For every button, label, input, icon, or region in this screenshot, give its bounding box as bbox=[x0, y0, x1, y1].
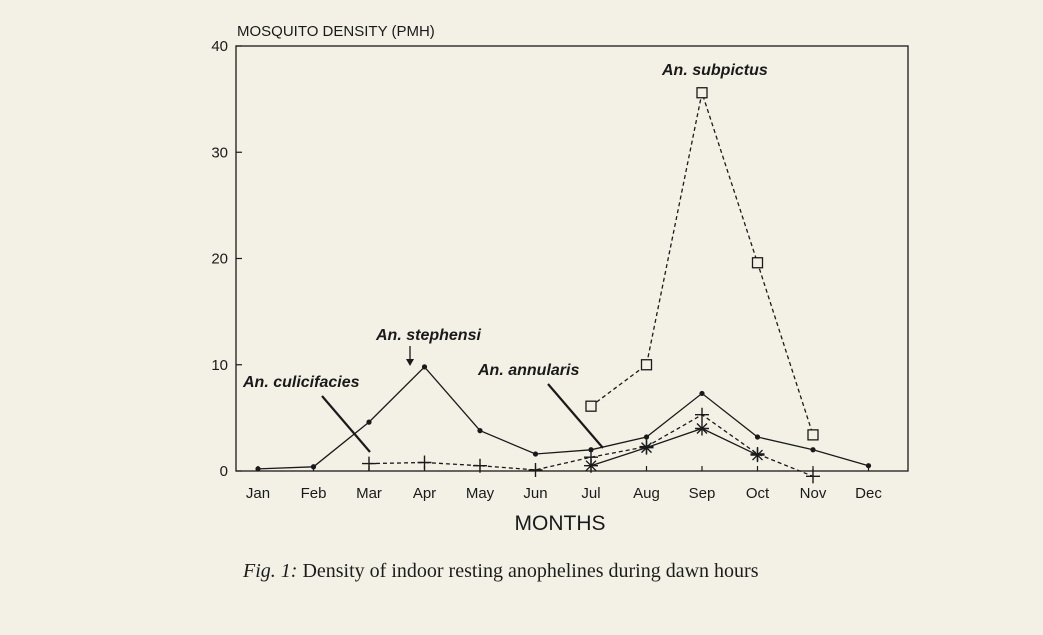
x-tick-label-feb: Feb bbox=[301, 485, 327, 502]
data-point-an-stephensi-apr bbox=[421, 364, 428, 370]
data-point-an-stephensi-oct bbox=[754, 434, 761, 440]
data-point-an-stephensi-jul bbox=[588, 447, 594, 453]
pointer-an-annularis bbox=[547, 383, 604, 449]
x-tick-label-aug: Aug bbox=[633, 485, 660, 502]
plot-frame bbox=[235, 45, 909, 472]
x-tick-label-may: May bbox=[466, 485, 495, 502]
data-point-an-stephensi-jun bbox=[532, 451, 539, 457]
data-point-an-culicifacies-apr bbox=[417, 455, 432, 470]
x-tick-label-jul: Jul bbox=[581, 485, 600, 502]
series-line-an-stephensi bbox=[257, 365, 869, 470]
series-line-an-annularis bbox=[590, 427, 758, 467]
figure-caption: Fig. 1: Density of indoor resting anophe… bbox=[243, 560, 758, 583]
y-tick-label: 10 bbox=[211, 357, 228, 374]
data-point-an-stephensi-jan bbox=[255, 466, 261, 472]
data-point-an-stephensi-nov bbox=[810, 447, 816, 453]
data-point-an-culicifacies-mar bbox=[362, 456, 376, 471]
data-point-an-stephensi-may bbox=[477, 428, 483, 434]
x-tick-label-mar: Mar bbox=[356, 485, 382, 502]
data-point-an-culicifacies-nov bbox=[806, 469, 820, 484]
annotation-an-subpictus: An. subpictus bbox=[661, 62, 768, 79]
figure-label: Fig. 1: bbox=[243, 560, 298, 582]
y-tick-label: 20 bbox=[211, 251, 228, 268]
data-point-an-subpictus-nov bbox=[807, 429, 819, 441]
data-point-an-annularis-jul bbox=[584, 458, 598, 473]
arrowhead-an-stephensi bbox=[406, 359, 414, 366]
data-point-an-annularis-aug bbox=[639, 440, 654, 455]
y-tick-label: 30 bbox=[211, 144, 228, 161]
data-point-an-subpictus-jul bbox=[585, 400, 597, 412]
x-tick-label-oct: Oct bbox=[746, 485, 770, 502]
x-tick-label-sep: Sep bbox=[689, 485, 716, 502]
data-point-an-subpictus-sep bbox=[696, 87, 708, 99]
data-point-an-annularis-sep bbox=[695, 421, 709, 436]
caption-text: Density of indoor resting anophelines du… bbox=[302, 560, 759, 582]
data-point-an-stephensi-mar bbox=[366, 419, 372, 425]
x-tick-label-nov: Nov bbox=[800, 485, 827, 502]
x-tick-label-jan: Jan bbox=[246, 485, 270, 502]
x-axis-title: MONTHS bbox=[515, 512, 606, 535]
series-line-an-subpictus bbox=[590, 90, 814, 436]
data-point-an-culicifacies-sep bbox=[695, 407, 709, 422]
x-tick-label-dec: Dec bbox=[855, 485, 882, 502]
line-chart: 0 10 20 30 40 Jan Feb Mar Apr May Jun Jul Aug Sep Oct N… bbox=[211, 23, 909, 535]
annotation-an-annularis: An. annularis bbox=[477, 362, 579, 379]
data-point-an-stephensi-feb bbox=[310, 464, 317, 470]
y-axis-title: MOSQUITO DENSITY (PMH) bbox=[237, 23, 435, 40]
annotation-an-stephensi: An. stephensi bbox=[375, 327, 481, 344]
data-point-an-culicifacies-may bbox=[473, 458, 487, 473]
data-point-an-stephensi-aug bbox=[643, 434, 650, 440]
y-tick-label: 40 bbox=[211, 38, 228, 55]
pointer-an-culicifacies bbox=[321, 395, 371, 453]
data-point-an-subpictus-oct bbox=[751, 257, 764, 269]
y-tick-label: 0 bbox=[220, 463, 228, 480]
x-tick-label-jun: Jun bbox=[523, 485, 547, 502]
data-point-an-culicifacies-jun bbox=[528, 462, 543, 477]
x-tick-label-apr: Apr bbox=[413, 485, 436, 502]
annotation-an-culicifacies: An. culicifacies bbox=[242, 374, 360, 391]
data-point-an-stephensi-sep bbox=[699, 390, 705, 397]
data-point-an-subpictus-aug bbox=[640, 359, 653, 371]
data-point-an-annularis-oct bbox=[750, 448, 765, 463]
data-point-an-stephensi-dec bbox=[865, 463, 872, 469]
